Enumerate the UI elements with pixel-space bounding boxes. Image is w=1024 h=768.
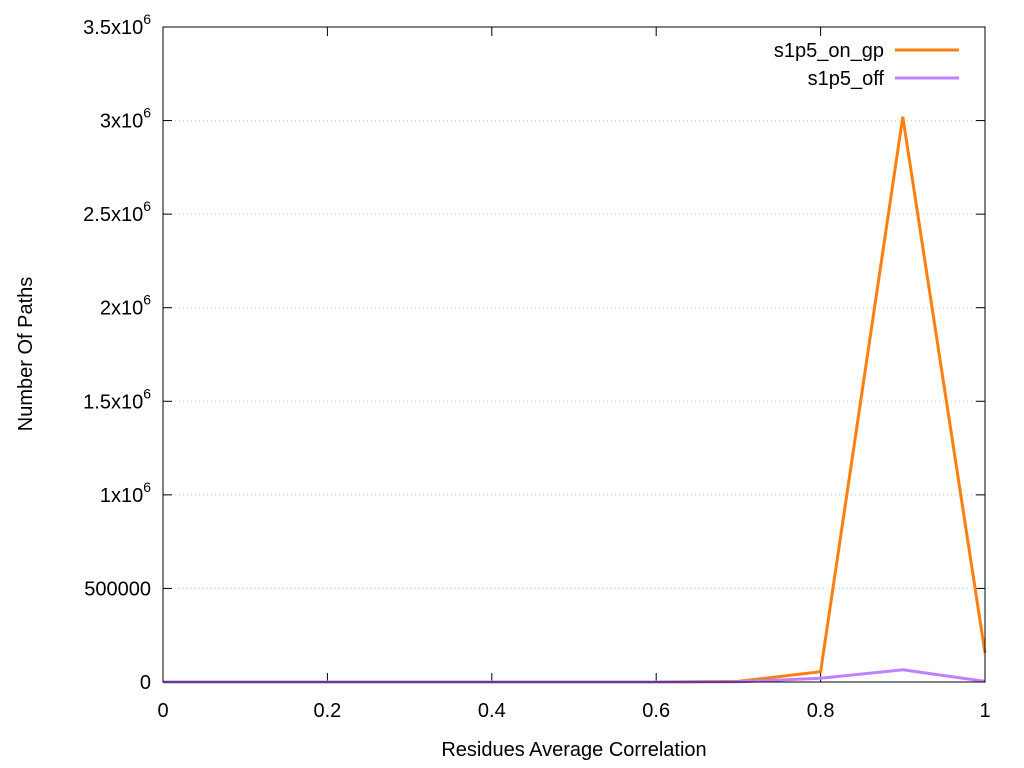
x-tick-label: 1 — [979, 700, 990, 722]
y-tick-label: 3.5x106 — [83, 11, 151, 39]
x-axis-title: Residues Average Correlation — [441, 739, 706, 761]
y-tick-label: 3x106 — [100, 105, 151, 133]
series-line-s1p5-off — [163, 668, 986, 684]
x-tick-label: 0 — [157, 700, 168, 722]
y-tick-labels: 0 500000 1x106 1.5x106 2x106 2.5x106 3x106 3.5x… — [83, 11, 151, 694]
x-tick-label: 0.2 — [313, 700, 341, 722]
plot-frame — [162, 26, 986, 683]
legend-label: s1p5_on_gp — [774, 40, 884, 62]
x-tick-label: 0.8 — [807, 700, 835, 722]
legend: s1p5_on_gp s1p5_off — [774, 40, 959, 90]
y-tick-label: 1.5x106 — [83, 385, 151, 413]
y-axis-title: Number Of Paths — [15, 277, 37, 432]
y-tick-label: 0 — [140, 672, 151, 694]
series-lines — [163, 116, 987, 684]
series-line-s1p5-on-gp — [163, 116, 987, 684]
tick-marks — [162, 26, 986, 683]
y-tick-label: 1x106 — [100, 479, 151, 507]
x-tick-label: 0.4 — [478, 700, 506, 722]
x-tick-label: 0.6 — [642, 700, 670, 722]
grid — [163, 120, 985, 589]
x-tick-labels: 0 0.2 0.4 0.6 0.8 1 — [157, 700, 990, 722]
y-tick-label: 500000 — [84, 578, 151, 600]
y-tick-label: 2.5x106 — [83, 198, 151, 226]
y-tick-label: 2x106 — [100, 292, 151, 320]
legend-label: s1p5_off — [808, 68, 885, 90]
